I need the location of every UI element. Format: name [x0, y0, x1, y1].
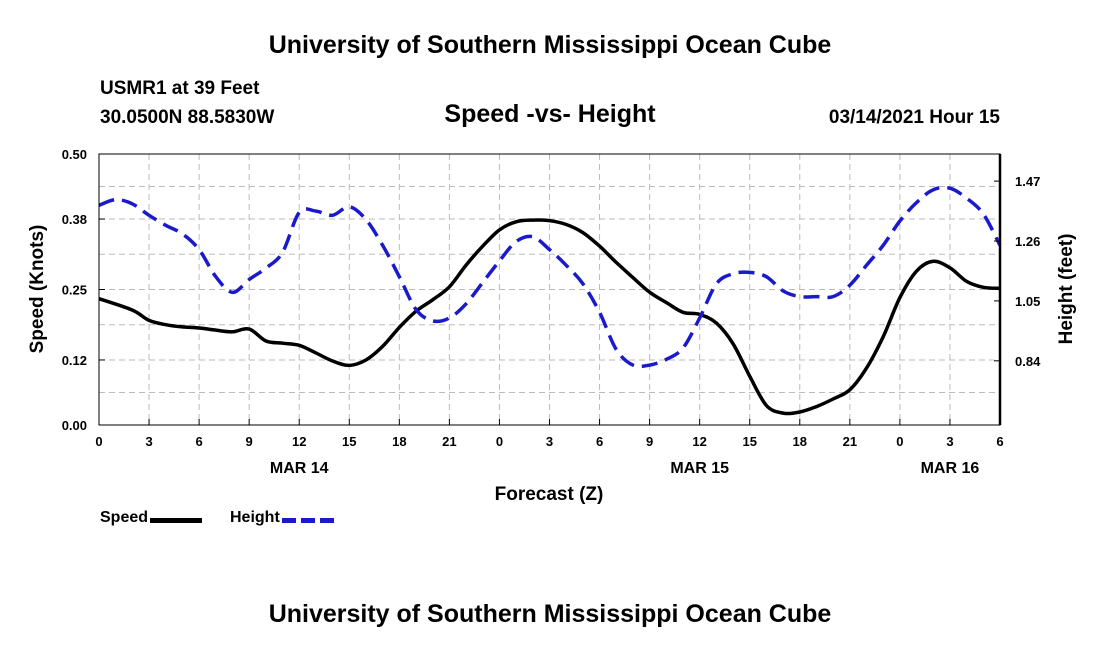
height-series-line [98, 185, 1002, 369]
y-left-tick-label: 0.00 [62, 418, 87, 433]
x-tick-label: 15 [742, 434, 756, 449]
day-label: MAR 14 [270, 460, 329, 477]
x-tick-label: 6 [596, 434, 603, 449]
y-axis-left-label: Speed (Knots) [27, 225, 48, 354]
x-axis-label: Forecast (Z) [495, 484, 604, 505]
ticks: 0 3 6 9 12 15 18 21 0 3 6 9 12 15 18 21 0 3 6 MAR 14 MAR 15 M… [62, 147, 1041, 477]
legend-speed-label: Speed [100, 509, 149, 526]
legend-height: Height [230, 509, 334, 527]
y-right-tick-label: 0.84 [1015, 354, 1041, 369]
legend-speed: Speed [100, 509, 203, 527]
bottom-title: University of Southern Mississippi Ocean… [268, 600, 832, 628]
x-tick-label: 9 [246, 434, 253, 449]
x-tick-label: 9 [646, 434, 653, 449]
y-right-tick-label: 1.05 [1015, 294, 1040, 309]
x-tick-label: 0 [496, 434, 503, 449]
series-lines [98, 185, 1002, 416]
y-left-tick-label: 0.25 [62, 283, 87, 298]
x-tick-label: 18 [793, 434, 807, 449]
x-tick-label: 6 [996, 434, 1003, 449]
x-tick-label: 12 [292, 434, 306, 449]
day-label: MAR 16 [921, 460, 980, 477]
x-tick-label: 21 [442, 434, 456, 449]
x-tick-label: 0 [95, 434, 102, 449]
x-tick-label: 0 [896, 434, 903, 449]
x-tick-label: 3 [946, 434, 953, 449]
y-left-tick-label: 0.38 [62, 212, 87, 227]
x-tick-label: 21 [843, 434, 857, 449]
y-right-tick-label: 1.26 [1015, 234, 1040, 249]
legend-height-swatch [281, 517, 334, 523]
date-hour-label: 03/14/2021 Hour 15 [828, 107, 1000, 128]
legend-height-label: Height [230, 509, 280, 526]
legend-speed-swatch [150, 517, 203, 523]
x-tick-label: 3 [546, 434, 553, 449]
y-left-tick-label: 0.12 [62, 353, 87, 368]
x-tick-label: 6 [195, 434, 202, 449]
chart-title: Speed -vs- Height [444, 100, 656, 128]
top-title: University of Southern Mississippi Ocean… [268, 31, 832, 59]
x-tick-label: 3 [145, 434, 152, 449]
x-tick-label: 18 [392, 434, 406, 449]
y-left-tick-label: 0.50 [62, 147, 87, 162]
x-tick-label: 12 [692, 434, 706, 449]
y-right-tick-label: 1.47 [1015, 174, 1040, 189]
day-label: MAR 15 [670, 460, 729, 477]
grid-lines [99, 154, 1000, 425]
y-axis-right-label: Height (feet) [1056, 234, 1077, 345]
station-label: USMR1 at 39 Feet [100, 78, 260, 99]
x-tick-label: 15 [342, 434, 356, 449]
coordinates-label: 30.0500N 88.5830W [100, 107, 275, 128]
speed-series-line [98, 218, 1001, 416]
